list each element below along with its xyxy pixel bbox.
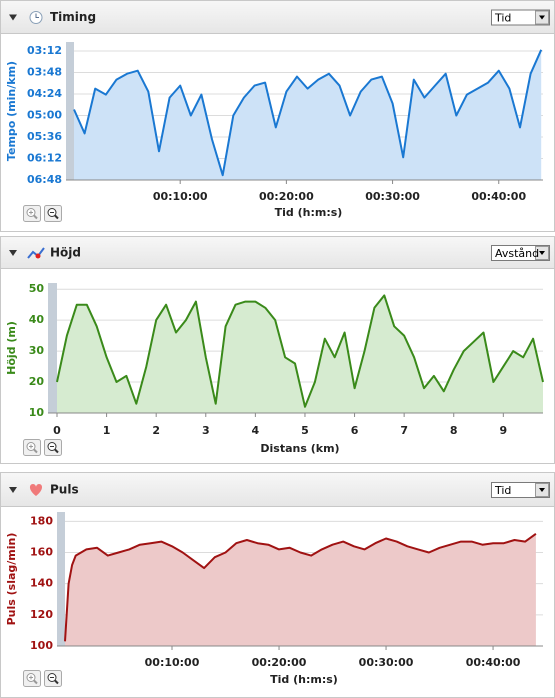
area (74, 49, 542, 180)
x-tick-label: 00:20:00 (259, 190, 314, 203)
x-tick-label: 00:30:00 (365, 190, 420, 203)
y-tick-label: 10 (29, 406, 45, 419)
zoom-in-button[interactable] (23, 670, 41, 687)
magnifier-handle (54, 679, 59, 685)
y-tick-label: 04:24 (27, 87, 62, 100)
x-tick-label: 7 (400, 424, 408, 437)
line (56, 294, 544, 408)
selector-arrow (539, 251, 545, 255)
x-tick-label: 8 (450, 424, 458, 437)
magnifier-handle (33, 448, 38, 454)
panel-header (0, 236, 555, 269)
area (65, 533, 536, 646)
selector-arrow (539, 15, 545, 20)
y-tick-label: 180 (30, 514, 53, 527)
zoom-out-button[interactable] (44, 439, 62, 456)
x-tick-label: 0 (53, 424, 61, 437)
line (64, 532, 537, 642)
x-tick-label: 00:10:00 (145, 656, 200, 669)
selector[interactable]: Tid (491, 482, 550, 498)
y-tick-label: 40 (29, 313, 45, 326)
selector-arrow (539, 488, 545, 492)
scroll-strip (66, 42, 74, 180)
y-tick-label: 05:36 (27, 130, 62, 143)
panel-title: Höjd (50, 246, 81, 260)
panel-title: Puls (50, 483, 79, 497)
y-axis-label: Puls (slag/min) (5, 533, 18, 626)
y-tick-label: 100 (30, 639, 53, 652)
scroll-strip (48, 283, 57, 413)
y-tick-label: 03:48 (27, 65, 62, 78)
icon (29, 484, 43, 496)
line (73, 49, 543, 177)
magnifier-handle (54, 214, 59, 220)
y-tick-label: 30 (29, 344, 45, 357)
collapse-arrow[interactable] (9, 487, 17, 493)
magnifier-handle (33, 214, 38, 220)
x-tick-label: 00:40:00 (471, 190, 526, 203)
y-tick-label: 03:12 (27, 44, 62, 57)
x-axis-label: Tid (h:m:s) (275, 206, 343, 219)
selector-label: Tid (494, 484, 511, 497)
x-tick-label: 4 (252, 424, 260, 437)
zoom-in-button[interactable] (23, 205, 41, 222)
x-tick-label: 6 (351, 424, 359, 437)
collapse-arrow[interactable] (9, 14, 17, 21)
x-tick-label: 00:20:00 (252, 656, 307, 669)
y-tick-label: 06:12 (27, 151, 62, 164)
panel-title: Timing (50, 10, 96, 24)
x-tick-label: 3 (202, 424, 210, 437)
zoom-out-button[interactable] (44, 205, 62, 222)
x-tick-label: 5 (301, 424, 309, 437)
y-axis-label: Höjd (m) (5, 321, 18, 375)
panel-header (0, 472, 555, 507)
scroll-strip (57, 512, 65, 646)
y-tick-label: 50 (29, 282, 45, 295)
magnifier-handle (33, 679, 38, 685)
x-tick-label: 00:40:00 (466, 656, 521, 669)
x-tick-label: 9 (499, 424, 507, 437)
icon (27, 247, 45, 259)
x-axis-label: Distans (km) (260, 442, 339, 455)
icon (35, 253, 41, 259)
x-tick-label: 00:10:00 (153, 190, 208, 203)
icon (35, 13, 39, 18)
y-tick-label: 05:00 (27, 108, 62, 121)
y-tick-label: 140 (30, 577, 53, 590)
y-tick-label: 120 (30, 608, 53, 621)
selector-label: Tid (494, 12, 511, 25)
zoom-out-button[interactable] (44, 670, 62, 687)
selector[interactable]: Tid (491, 9, 550, 26)
zoom-in-button[interactable] (23, 439, 41, 456)
selector-label: Avstånd (495, 247, 539, 260)
x-axis-label: Tid (h:m:s) (270, 673, 338, 686)
magnifier-handle (54, 448, 59, 454)
y-tick-label: 20 (29, 375, 45, 388)
y-axis-label: Tempo (min/km) (5, 61, 18, 161)
selector[interactable]: Avstånd (491, 245, 550, 261)
y-tick-label: 160 (30, 546, 53, 559)
collapse-arrow[interactable] (9, 250, 17, 256)
panel-header (0, 0, 555, 34)
x-tick-label: 2 (152, 424, 160, 437)
y-tick-label: 06:48 (27, 173, 62, 186)
x-tick-label: 1 (103, 424, 111, 437)
x-tick-label: 00:30:00 (359, 656, 414, 669)
